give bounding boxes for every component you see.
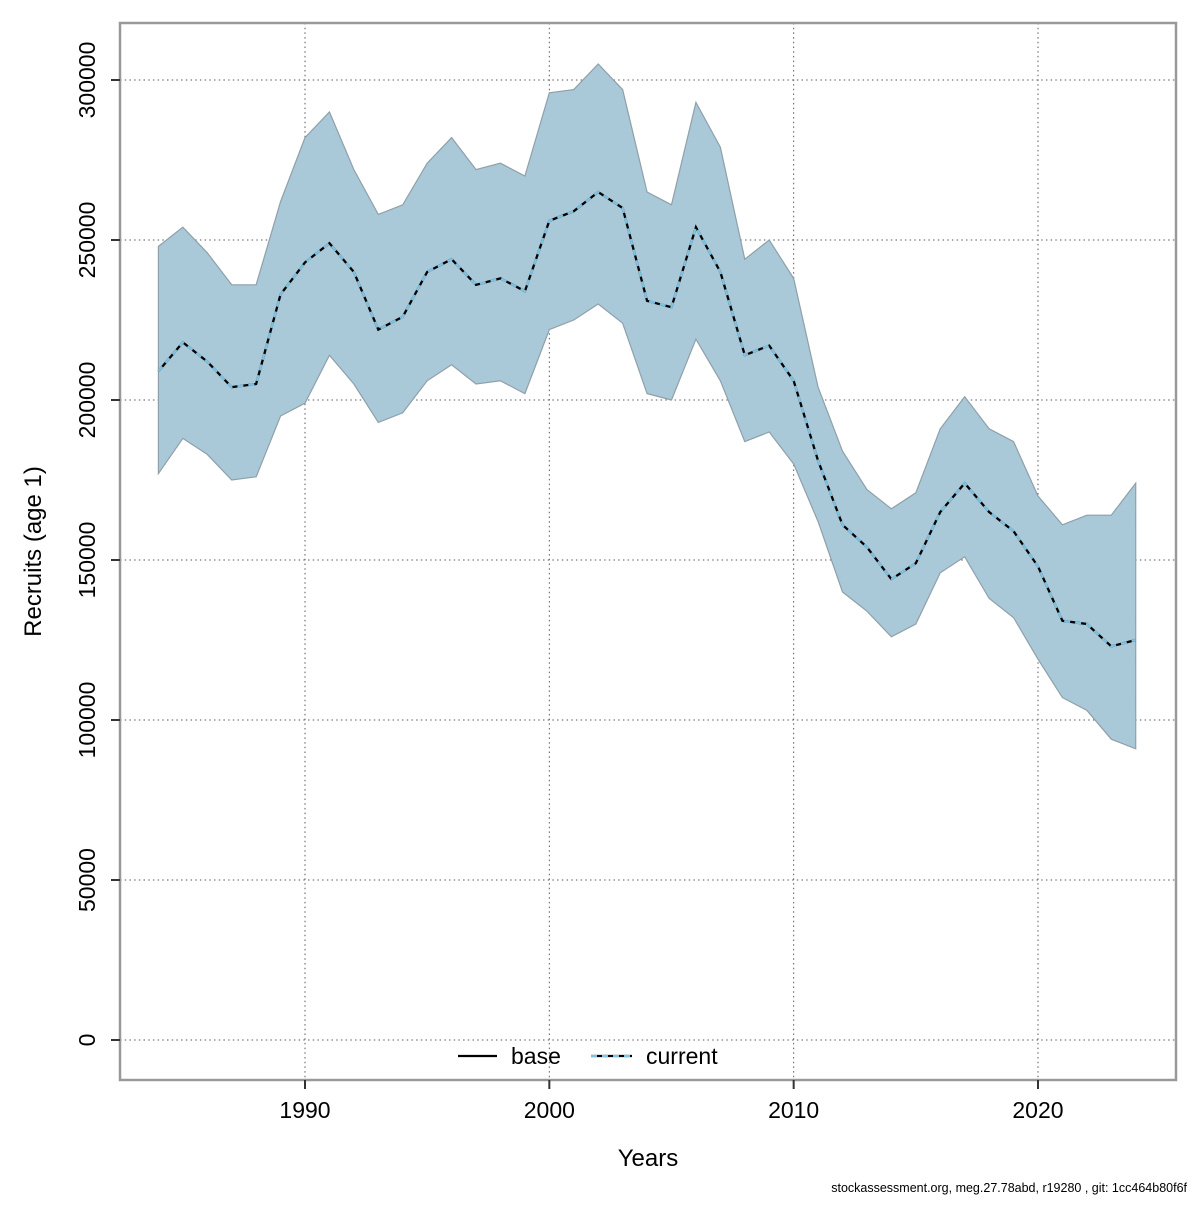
x-tick-label: 2000 (524, 1097, 575, 1123)
y-tick-label: 100000 (74, 682, 100, 759)
y-tick-label: 0 (74, 1034, 100, 1047)
x-tick-label: 2010 (768, 1097, 819, 1123)
plot-frame (118, 21, 1178, 1082)
legend-base-label: base (511, 1043, 561, 1069)
current-line (157, 190, 1137, 648)
y-tick-label: 50000 (74, 848, 100, 912)
y-tick-label: 250000 (74, 202, 100, 279)
x-tick-label: 2020 (1012, 1097, 1063, 1123)
footer-attribution: stockassessment.org, meg.27.78abd, r1928… (831, 1181, 1187, 1195)
y-axis-title: Recruits (age 1) (20, 466, 47, 637)
y-tick-label: 200000 (74, 362, 100, 439)
y-tick-label: 150000 (74, 522, 100, 599)
x-axis-title: Years (618, 1145, 679, 1172)
legend-current-label: current (646, 1043, 718, 1069)
y-tick-label: 300000 (74, 42, 100, 119)
x-tick-label: 1990 (279, 1097, 330, 1123)
confidence-band (157, 63, 1137, 750)
